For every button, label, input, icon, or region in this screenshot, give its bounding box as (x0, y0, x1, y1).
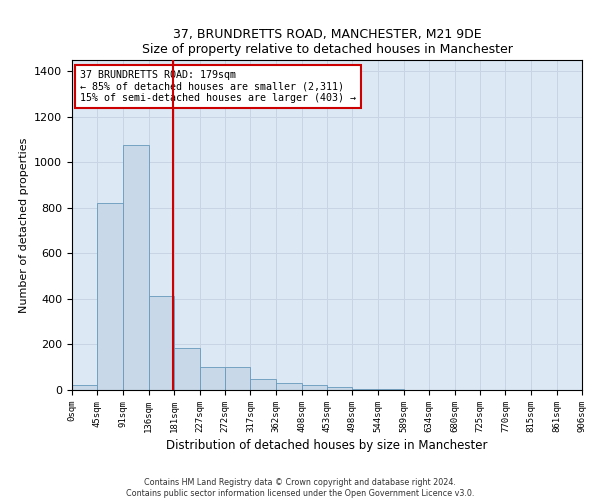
Bar (276, 383, 302, 390)
Bar (225, 367, 250, 390)
Bar (97, 204, 123, 390)
X-axis label: Distribution of detached houses by size in Manchester: Distribution of detached houses by size … (166, 439, 488, 452)
Bar (72, 385, 97, 390)
Title: 37, BRUNDRETTS ROAD, MANCHESTER, M21 9DE
Size of property relative to detached h: 37, BRUNDRETTS ROAD, MANCHESTER, M21 9DE… (142, 28, 512, 56)
Bar (302, 386, 327, 390)
Bar (250, 378, 276, 390)
Bar (200, 367, 225, 390)
Bar (149, 296, 174, 390)
Bar (327, 388, 352, 390)
Text: Contains HM Land Registry data © Crown copyright and database right 2024.
Contai: Contains HM Land Registry data © Crown c… (126, 478, 474, 498)
Y-axis label: Number of detached properties: Number of detached properties (19, 138, 29, 312)
Text: 37 BRUNDRETTS ROAD: 179sqm
← 85% of detached houses are smaller (2,311)
15% of s: 37 BRUNDRETTS ROAD: 179sqm ← 85% of deta… (80, 70, 356, 103)
Bar (123, 146, 149, 390)
Bar (352, 389, 378, 390)
Bar (174, 348, 200, 390)
